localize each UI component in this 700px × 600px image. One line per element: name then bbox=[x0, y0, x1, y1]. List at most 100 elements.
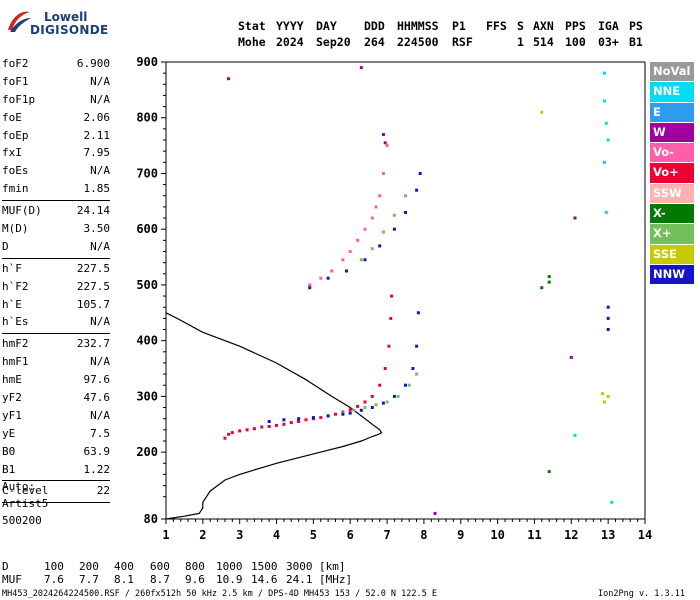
legend-item-nne: NNE bbox=[650, 82, 694, 102]
param-name: B1 bbox=[2, 462, 16, 476]
param-row-fmin: fmin 1.85 bbox=[2, 180, 110, 198]
echo-point-nnw bbox=[345, 269, 348, 273]
param-name: yF1 bbox=[2, 408, 22, 422]
y-tick-label: 500 bbox=[136, 278, 158, 292]
muf-value: 7.7 bbox=[79, 573, 99, 586]
param-row-foes: foEs N/A bbox=[2, 162, 110, 180]
param-value: 105.7 bbox=[76, 297, 110, 311]
echo-point-w bbox=[573, 216, 577, 220]
d-row-label: D bbox=[2, 560, 9, 573]
echo-point-vo bbox=[230, 431, 234, 435]
param-row-he: h`E 105.7 bbox=[2, 296, 110, 314]
param-value: 3.50 bbox=[83, 222, 111, 236]
echo-point-nnw bbox=[378, 244, 382, 248]
echo-point-vo bbox=[238, 429, 242, 433]
x-tick-label: 5 bbox=[310, 528, 317, 542]
echo-point-sse bbox=[601, 392, 605, 396]
param-name: h`F2 bbox=[2, 279, 29, 293]
echo-point-vo bbox=[319, 276, 323, 280]
d-value: 200 bbox=[79, 560, 99, 573]
echo-point-vo bbox=[363, 227, 367, 231]
muf-value: 14.6 bbox=[251, 573, 278, 586]
param-value: 1.85 bbox=[83, 182, 111, 196]
legend-item-x: X+ bbox=[650, 224, 694, 244]
echo-point-x bbox=[385, 400, 389, 404]
param-name: h`F bbox=[2, 261, 22, 275]
autoscaler-name: Artist5 bbox=[2, 497, 49, 510]
param-name: foEs bbox=[2, 164, 29, 178]
echo-point-nnw bbox=[282, 418, 286, 422]
y-tick-label: 300 bbox=[136, 389, 158, 403]
echo-point-vo bbox=[387, 344, 391, 348]
muf-value: 10.9 bbox=[216, 573, 243, 586]
echo-point-vo bbox=[385, 144, 389, 148]
echo-point-x bbox=[392, 213, 396, 217]
x-tick-label: 8 bbox=[420, 528, 427, 542]
param-name: B0 bbox=[2, 444, 16, 458]
muf-value: 8.7 bbox=[150, 573, 170, 586]
header-value: 264 bbox=[364, 35, 385, 49]
echo-point-sse bbox=[540, 110, 544, 114]
echo-point-w bbox=[569, 355, 573, 359]
echo-point-vo bbox=[370, 216, 374, 220]
param-name: C-level bbox=[2, 484, 49, 498]
echo-point-nnw bbox=[404, 211, 407, 214]
legend-item-nnw: NNW bbox=[650, 264, 694, 285]
echo-point-vo bbox=[297, 420, 301, 423]
echo-point-vo bbox=[308, 283, 312, 287]
param-name: h`Es bbox=[2, 315, 29, 329]
legend-item-x: X- bbox=[650, 204, 694, 224]
param-row-foep: foEp 2.11 bbox=[2, 127, 110, 145]
header-label: AXN bbox=[533, 19, 554, 33]
x-tick-label: 9 bbox=[457, 528, 464, 542]
param-name: M(D) bbox=[2, 222, 29, 236]
echo-point-w bbox=[381, 133, 385, 136]
echo-point-vo bbox=[383, 367, 387, 370]
d-value: 1000 bbox=[216, 560, 243, 573]
header-value: 224500 bbox=[397, 35, 439, 49]
header-value: Sep20 bbox=[316, 35, 351, 49]
polarization-legend: NoVal NNE E W Vo- Vo+ SSW X- X+ SSE NNW bbox=[650, 62, 694, 285]
echo-point-vo bbox=[348, 408, 352, 412]
param-name: foF1p bbox=[2, 92, 36, 106]
echo-point-nnw bbox=[297, 417, 301, 421]
echo-point-sse bbox=[603, 400, 606, 404]
header-label: FFS bbox=[486, 19, 507, 33]
echo-point-nnw bbox=[370, 406, 374, 409]
param-row-d: D N/A bbox=[2, 238, 110, 256]
echo-point-x bbox=[352, 408, 356, 412]
header-value: Mohe bbox=[238, 35, 266, 49]
y-tick-label: 400 bbox=[136, 334, 158, 348]
param-separator bbox=[2, 480, 110, 482]
param-value: 63.9 bbox=[83, 444, 111, 458]
echo-point-vo bbox=[374, 205, 378, 209]
echo-point-vo bbox=[378, 383, 382, 387]
legend-item-e: E bbox=[650, 102, 694, 122]
legend-item-ssw: SSW bbox=[650, 183, 694, 204]
echo-point-nnw bbox=[267, 420, 271, 423]
digisonde-logo: Lowell DIGISONDE bbox=[4, 4, 124, 44]
y-tick-label: 700 bbox=[136, 166, 158, 180]
legend-item-w: W bbox=[650, 122, 694, 143]
echo-point-nnw bbox=[392, 227, 396, 231]
echo-point-nnw bbox=[416, 311, 420, 315]
echo-point-nnw bbox=[606, 305, 610, 309]
param-value: 227.5 bbox=[76, 261, 110, 275]
echo-point-vo bbox=[363, 400, 367, 404]
echo-point-vo bbox=[348, 250, 352, 253]
param-row-mufd: MUF(D) 24.14 bbox=[2, 202, 110, 220]
echo-point-nnw bbox=[392, 394, 396, 398]
header-label: DAY bbox=[316, 19, 337, 33]
param-separator bbox=[2, 200, 110, 202]
d-value: 3000 bbox=[286, 560, 313, 573]
parameter-panel: foF2 6.900 foF1 N/A foF1p N/A foE 2.06 foEp 2.11 f… bbox=[2, 55, 110, 504]
param-value: 22 bbox=[96, 484, 110, 498]
header-label: Stat bbox=[238, 19, 266, 33]
header-label: DDD bbox=[364, 19, 385, 33]
echo-point-vo bbox=[390, 294, 393, 298]
param-name: yF2 bbox=[2, 391, 22, 405]
echo-point-nnw bbox=[606, 316, 610, 320]
version-footer: Ion2Png v. 1.3.11 bbox=[598, 589, 685, 599]
echo-point-vo bbox=[378, 194, 382, 198]
